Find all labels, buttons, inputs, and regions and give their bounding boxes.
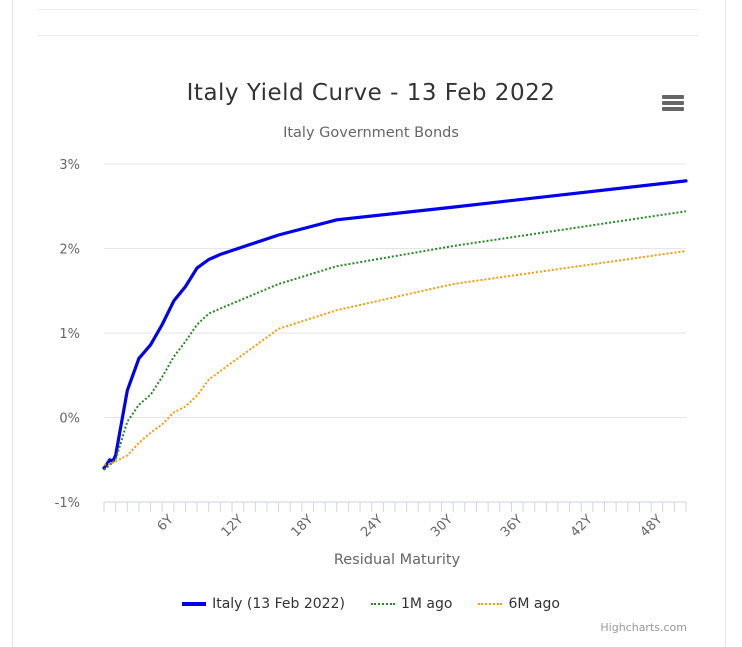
chart-subtitle: Italy Government Bonds [283, 125, 459, 141]
hamburger-menu-icon[interactable] [658, 88, 688, 116]
x-tick-label: 24Y [358, 512, 386, 540]
y-tick-label: 0% [59, 412, 80, 427]
menu-bar [662, 107, 684, 111]
legend-label: Italy (13 Feb 2022) [212, 596, 345, 612]
legend-swatch [370, 603, 395, 605]
legend-item[interactable]: 1M ago [370, 596, 453, 612]
x-axis-title: Residual Maturity [334, 552, 461, 568]
menu-bar [662, 95, 684, 99]
legend-swatch [478, 603, 503, 605]
menu-bar [662, 101, 684, 105]
x-tick-label: 36Y [498, 512, 526, 540]
y-tick-label: 3% [59, 158, 80, 173]
legend-label: 1M ago [400, 596, 453, 612]
x-tick-label: 18Y [288, 512, 316, 540]
x-tick-label: 6Y [155, 512, 177, 534]
credits-link[interactable]: Highcharts.com [600, 621, 687, 634]
legend-item[interactable]: 6M ago [478, 596, 560, 612]
x-tick-label: 48Y [638, 512, 666, 540]
y-tick-label: 1% [59, 327, 80, 342]
divider-top [37, 9, 699, 10]
chart-title: Italy Yield Curve - 13 Feb 2022 [186, 80, 556, 106]
y-tick-label: -1% [55, 496, 80, 511]
series-line-0 [102, 179, 688, 470]
legend-item[interactable]: Italy (13 Feb 2022) [182, 596, 345, 612]
x-tick-label: 30Y [428, 512, 456, 540]
y-tick-label: 2% [59, 243, 80, 258]
divider-bottom [37, 35, 699, 36]
series-line-1 [103, 210, 687, 471]
legend: Italy (13 Feb 2022) 1M ago 6M ago [0, 592, 742, 616]
legend-swatch [182, 602, 207, 606]
series-line-2 [103, 250, 687, 466]
x-tick-label: 12Y [219, 512, 247, 540]
chart-card [12, 0, 726, 647]
x-tick-label: 42Y [568, 512, 596, 540]
legend-label: 6M ago [508, 596, 560, 612]
